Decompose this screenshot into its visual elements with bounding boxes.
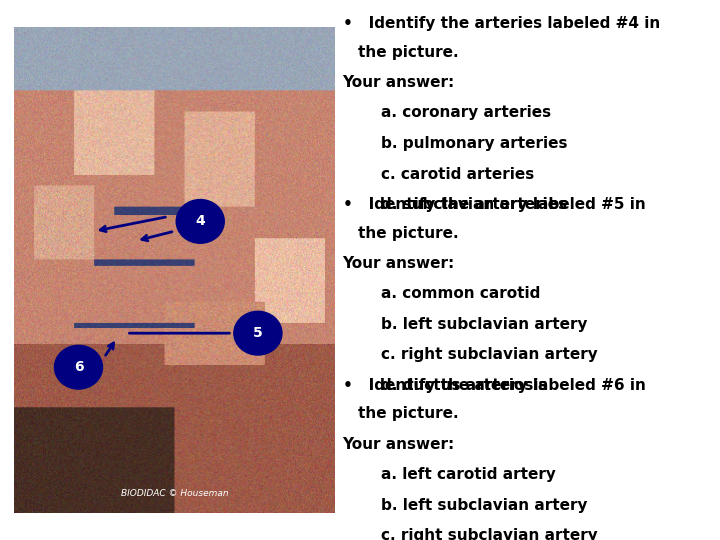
Text: Your answer:: Your answer: <box>343 436 455 451</box>
Text: •   Identify the arteries labeled #4 in: • Identify the arteries labeled #4 in <box>343 16 660 31</box>
Text: the picture.: the picture. <box>358 45 459 59</box>
Text: •   Identify the artery labeled #6 in: • Identify the artery labeled #6 in <box>343 378 645 393</box>
Text: b. pulmonary arteries: b. pulmonary arteries <box>381 136 567 151</box>
Text: the picture.: the picture. <box>358 407 459 421</box>
Text: 6: 6 <box>73 360 84 374</box>
Text: b. left subclavian artery: b. left subclavian artery <box>381 497 588 512</box>
Text: a. common carotid: a. common carotid <box>381 286 541 301</box>
Text: the picture.: the picture. <box>358 226 459 240</box>
Text: a. coronary arteries: a. coronary arteries <box>381 105 551 120</box>
Ellipse shape <box>234 311 282 355</box>
Ellipse shape <box>55 346 102 389</box>
Text: b. left subclavian artery: b. left subclavian artery <box>381 316 588 332</box>
Text: BIODIDAC © Houseman: BIODIDAC © Houseman <box>121 489 228 498</box>
Text: Your answer:: Your answer: <box>343 255 455 271</box>
Ellipse shape <box>176 200 224 243</box>
Text: Your answer:: Your answer: <box>343 75 455 90</box>
Text: c. right subclavian artery: c. right subclavian artery <box>381 528 598 540</box>
Text: c. carotid arteries: c. carotid arteries <box>381 166 534 181</box>
Text: a. left carotid artery: a. left carotid artery <box>381 467 556 482</box>
Text: d. ductus arteriosis: d. ductus arteriosis <box>381 378 547 393</box>
Text: d. subclavian arteries: d. subclavian arteries <box>381 197 567 212</box>
Text: c. right subclavian artery: c. right subclavian artery <box>381 347 598 362</box>
Text: 5: 5 <box>253 326 263 340</box>
Text: •   Identify the artery labeled #5 in: • Identify the artery labeled #5 in <box>343 197 645 212</box>
Text: 4: 4 <box>195 214 205 228</box>
